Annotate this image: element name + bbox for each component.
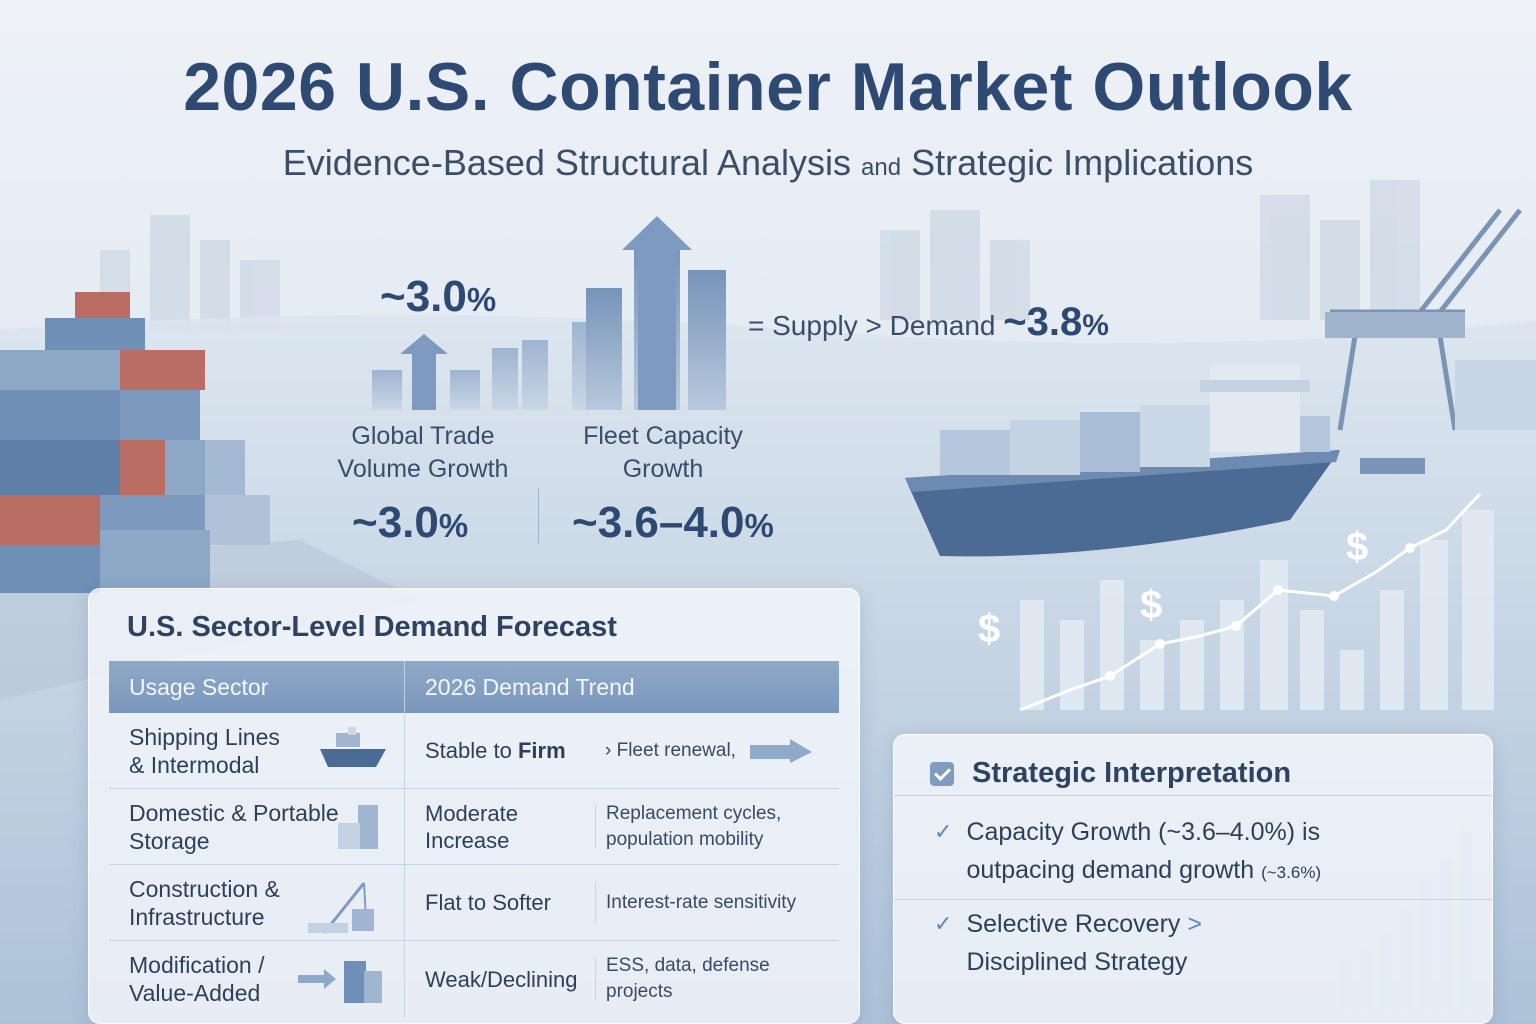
note-text: Interest-rate sensitivity	[606, 891, 797, 913]
trade-volume-value: ~3.0	[352, 498, 439, 547]
trade-volume-label: Global Trade Volume Growth	[320, 420, 526, 486]
table-row: Modification / Value-Added Weak/Declining…	[109, 941, 839, 1017]
sector-cell: Domestic & Portable Storage	[109, 789, 405, 864]
supply-demand-text: = Supply > Demand	[748, 310, 996, 341]
sector-cell: Shipping Lines & Intermodal	[109, 713, 405, 788]
fleet-capacity-stat: ~3.6–4.0%	[572, 498, 774, 548]
trend-text: Stable to	[425, 738, 518, 763]
container-ship	[905, 364, 1340, 557]
top-growth-stat: ~3.0%	[380, 272, 496, 322]
strategic-interpretation-panel: Strategic Interpretation ✓ Capacity Grow…	[893, 734, 1493, 1024]
check-icon: ✓	[934, 911, 953, 936]
sector-cell: Construction & Infrastructure	[109, 865, 405, 940]
top-growth-value: ~3.0	[380, 272, 467, 321]
subtitle-part1: Evidence-Based Structural Analysis	[282, 142, 852, 183]
storage-container-icon	[338, 805, 378, 849]
checkbox-icon	[930, 761, 954, 786]
supply-demand-summary: = Supply > Demand ~3.8%	[748, 300, 1109, 345]
note-text: ESS, data, defense projects	[606, 955, 770, 1002]
table-row: Construction & Infrastructure Flat to Sof…	[109, 865, 839, 941]
top-growth-unit: %	[466, 281, 497, 318]
trend-bold: Firm	[517, 738, 566, 763]
modified-container-icon	[298, 961, 382, 1003]
growth-bar-graphic	[372, 216, 726, 410]
note-cell: Interest-rate sensitivity	[595, 881, 839, 924]
svg-text:$: $	[1140, 583, 1162, 627]
check-icon: ✓	[934, 819, 953, 844]
table-row: Shipping Lines & Intermodal Stable to Fir…	[109, 713, 839, 789]
trend-text: Moderate	[425, 800, 518, 826]
strategy-item: ✓ Selective Recovery > Disciplined Strat…	[934, 905, 1202, 981]
trend-cell: Flat to Softer	[405, 865, 595, 940]
sector-forecast-panel: U.S. Sector-Level Demand Forecast Usage …	[88, 588, 860, 1024]
trend-cell: Stable to Firm	[405, 713, 595, 788]
strategy-divider	[894, 899, 1492, 900]
page-title: 2026 U.S. Container Market Outlook	[183, 49, 1353, 125]
note-text: Replacement cycles, population mobility	[606, 802, 782, 850]
sector-name-line1: Modification /	[129, 952, 265, 978]
fleet-capacity-unit: %	[744, 507, 774, 544]
strategy-title: Strategic Interpretation	[930, 757, 1291, 790]
subtitle-part2: Strategic Implications	[911, 142, 1254, 183]
trend-text: Weak/Declining	[425, 966, 578, 992]
strategy-divider	[894, 795, 1492, 796]
fleet-capacity-label-line2: Growth	[622, 455, 704, 483]
supply-demand-value: ~3.8	[1003, 300, 1083, 344]
subtitle-and: and	[861, 154, 902, 181]
trade-volume-unit: %	[438, 507, 469, 544]
note-cell: Replacement cycles, population mobility	[595, 803, 839, 850]
dollar-icons: $ $ $	[978, 525, 1368, 651]
sector-name-line2: Infrastructure	[129, 903, 265, 930]
trend-text-line2: Increase	[425, 827, 510, 853]
note-text: › Fleet renewal,	[605, 739, 736, 761]
sector-name-line2: Value-Added	[129, 980, 261, 1006]
svg-text:$: $	[978, 607, 1000, 651]
svg-text:$: $	[1346, 525, 1368, 569]
strategy-item1-line1: Capacity Growth (~3.6–4.0%) is	[966, 818, 1321, 846]
metric-divider	[538, 488, 539, 544]
arrow-right-icon	[749, 738, 812, 763]
fleet-capacity-value: ~3.6–4.0	[572, 498, 745, 547]
construction-crane-icon	[308, 882, 374, 934]
trend-cell: Moderate Increase	[405, 789, 595, 864]
strategy-item2-line2: Disciplined Strategy	[966, 948, 1188, 976]
table-header: Usage Sector 2026 Demand Trend	[109, 661, 839, 713]
sector-forecast-table: Usage Sector 2026 Demand Trend Shipping …	[109, 661, 839, 1017]
sector-name-line2: Storage	[129, 827, 210, 854]
strategy-item: ✓ Capacity Growth (~3.6–4.0%) is outpaci…	[934, 813, 1321, 892]
strategy-item2-line1: Selective Recovery	[966, 910, 1181, 938]
strategy-item1-line2: outpacing demand growth	[966, 856, 1255, 884]
header-usage-sector: Usage Sector	[109, 661, 405, 713]
table-row: Domestic & Portable Storage Moderate Incre…	[109, 789, 839, 865]
trend-points	[1105, 543, 1415, 681]
page-subtitle: Evidence-Based Structural Analysis and S…	[0, 142, 1536, 184]
trade-volume-label-line1: Global Trade	[351, 422, 495, 450]
fleet-capacity-label: Fleet Capacity Growth	[560, 420, 766, 486]
supply-demand-stat: ~3.8%	[1003, 300, 1109, 344]
sector-name-line1: Shipping Lines	[129, 723, 280, 750]
note-cell: ESS, data, defense projects	[595, 955, 839, 1002]
trade-volume-stat: ~3.0%	[352, 498, 468, 548]
trend-cell: Weak/Declining	[405, 941, 595, 1017]
strategy-item2-arrow: >	[1187, 910, 1202, 938]
city-skyline	[100, 180, 1420, 330]
trade-volume-label-line2: Volume Growth	[337, 455, 509, 483]
fleet-capacity-label-line1: Fleet Capacity	[583, 422, 743, 450]
ship-icon	[320, 727, 386, 767]
sector-name-line1: Domestic & Portable	[129, 799, 339, 826]
header-demand-trend: 2026 Demand Trend	[425, 673, 635, 700]
supply-demand-unit: %	[1082, 309, 1109, 342]
financial-growth-chart	[1020, 510, 1494, 710]
sector-forecast-title: U.S. Sector-Level Demand Forecast	[127, 611, 617, 643]
container-stack	[0, 292, 270, 593]
sector-cell: Modification / Value-Added	[109, 941, 405, 1017]
strategy-title-text: Strategic Interpretation	[972, 757, 1292, 789]
sector-name-line2: & Intermodal	[129, 751, 260, 778]
sector-name-line1: Construction &	[129, 875, 280, 902]
strategy-item1-small: (~3.6%)	[1261, 863, 1322, 882]
trend-text: Flat to Softer	[425, 890, 551, 915]
note-cell: › Fleet renewal,	[595, 729, 839, 772]
